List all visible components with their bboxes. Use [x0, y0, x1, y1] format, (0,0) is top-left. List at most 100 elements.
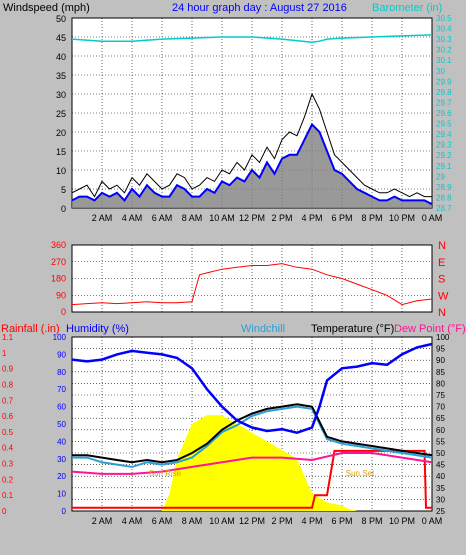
- direction-line: [71, 263, 433, 306]
- temp-y-tick: 85: [436, 368, 445, 377]
- temp-y-tick: 60: [436, 426, 445, 435]
- rainfall-line: [72, 449, 432, 509]
- temp-x-tick: 10 PM: [389, 516, 415, 526]
- wind-x-tick: 6 PM: [331, 213, 352, 223]
- rain-y-tick: 0.7: [2, 396, 14, 405]
- compass-label: N: [438, 307, 446, 319]
- rain-y-tick: 0.9: [2, 365, 14, 374]
- wind-x-tick: 4 AM: [122, 213, 143, 223]
- temp-y-tick: 50: [436, 449, 445, 458]
- rain-y-tick: 0.8: [2, 380, 14, 389]
- windspeed-label: Windspeed (mph): [3, 2, 90, 14]
- baro-y-tick: 30.4: [436, 25, 452, 34]
- humidity-line: [71, 342, 433, 434]
- wind-y-tick: 5: [61, 185, 66, 195]
- baro-y-tick: 28.7: [436, 204, 452, 213]
- compass-label: E: [438, 257, 445, 269]
- wind-x-tick: 8 AM: [182, 213, 203, 223]
- baro-y-tick: 29.4: [436, 130, 452, 139]
- temp-x-tick: 6 AM: [152, 516, 173, 526]
- temp-y-tick: 90: [436, 356, 445, 365]
- compass-label: S: [438, 274, 445, 286]
- baro-y-tick: 30.3: [436, 35, 452, 44]
- temp-y-tick: 80: [436, 379, 445, 388]
- baro-y-tick: 29.5: [436, 120, 452, 129]
- temperature-label: Temperature (°F): [311, 323, 394, 335]
- temp-x-tick: 2 PM: [271, 516, 292, 526]
- baro-y-tick: 29: [436, 172, 445, 181]
- rain-y-tick: 0.2: [2, 475, 14, 484]
- humidity-y-tick: 50: [57, 420, 66, 429]
- compass-label: N: [438, 240, 446, 252]
- baro-y-tick: 29.2: [436, 151, 452, 160]
- temp-x-tick: 4 PM: [301, 516, 322, 526]
- graph-title: 24 hour graph day : August 27 2016: [172, 2, 347, 14]
- wind-gust-line: [71, 92, 432, 198]
- windchill-line: [72, 405, 433, 468]
- wind-y-tick: 10: [56, 166, 66, 176]
- rain-y-tick: 0.3: [2, 460, 14, 469]
- humidity-y-tick: 30: [57, 455, 66, 464]
- temp-x-tick: 6 PM: [331, 516, 352, 526]
- temp-x-tick: 12 PM: [239, 516, 265, 526]
- wind-avg-area: [72, 124, 432, 208]
- temp-y-tick: 30: [436, 495, 445, 504]
- wind-x-tick: 12 PM: [239, 213, 265, 223]
- temp-x-tick: 8 AM: [182, 516, 203, 526]
- wind-y-tick: 40: [56, 52, 66, 62]
- temp-y-tick: 45: [436, 461, 445, 470]
- temp-x-tick: 0 AM: [422, 516, 443, 526]
- humidity-y-tick: 90: [57, 350, 66, 359]
- temp-x-tick: 10 AM: [209, 516, 235, 526]
- temp-y-tick: 75: [436, 391, 445, 400]
- humidity-y-tick: 60: [57, 403, 66, 412]
- humidity-y-tick: 20: [57, 472, 66, 481]
- wind-y-tick: 20: [56, 128, 66, 138]
- direction-y-tick: 360: [51, 240, 66, 250]
- baro-y-tick: 30.1: [436, 56, 452, 65]
- humidity-y-tick: 80: [57, 368, 66, 377]
- baro-y-tick: 30.2: [436, 46, 452, 55]
- rain-y-tick: 0: [2, 507, 7, 516]
- dewpoint-line: [71, 452, 433, 475]
- baro-y-tick: 29.9: [436, 77, 452, 86]
- direction-y-tick: 270: [51, 257, 66, 267]
- baro-y-tick: 29.8: [436, 88, 452, 97]
- baro-y-tick: 28.9: [436, 183, 452, 192]
- temp-y-tick: 35: [436, 484, 445, 493]
- humidity-y-tick: 100: [53, 333, 67, 342]
- temp-y-tick: 25: [436, 507, 445, 516]
- baro-y-tick: 30.5: [436, 14, 452, 23]
- compass-label: W: [438, 290, 449, 302]
- direction-y-tick: 180: [51, 274, 66, 284]
- wind-x-tick: 4 PM: [301, 213, 322, 223]
- humidity-y-tick: 70: [57, 385, 66, 394]
- rain-y-tick: 0.6: [2, 412, 14, 421]
- barometer-line: [71, 34, 433, 44]
- rainfall-label: Rainfall (.in): [1, 323, 60, 335]
- temperature-panel: 0 0.1 0.2 0.3 0.4 0.5 0.6 0.7 0.8 0.9 1 1.1 0 10 20 30 4…: [2, 333, 450, 526]
- baro-y-tick: 29.6: [436, 109, 452, 118]
- wind-speed-line: [71, 122, 433, 206]
- dewpoint-label: Dew Point (°F): [394, 323, 466, 335]
- baro-y-tick: 30: [436, 67, 445, 76]
- temp-y-tick: 40: [436, 472, 445, 481]
- baro-y-tick: 29.3: [436, 141, 452, 150]
- temperature-line: [72, 403, 433, 464]
- wind-y-tick: 25: [56, 109, 66, 119]
- wind-x-tick: 10 AM: [209, 213, 235, 223]
- wind-x-tick: 2 PM: [271, 213, 292, 223]
- temp-x-tick: 8 PM: [361, 516, 382, 526]
- rain-y-tick: 1.1: [2, 333, 14, 342]
- baro-y-tick: 29.7: [436, 98, 452, 107]
- temp-x-tick: 4 AM: [122, 516, 143, 526]
- temp-y-tick: 70: [436, 403, 445, 412]
- temp-y-tick: 65: [436, 414, 445, 423]
- baro-y-tick: 29.1: [436, 162, 452, 171]
- humidity-y-tick: 40: [57, 437, 66, 446]
- barometer-label: Barometer (in): [372, 2, 442, 14]
